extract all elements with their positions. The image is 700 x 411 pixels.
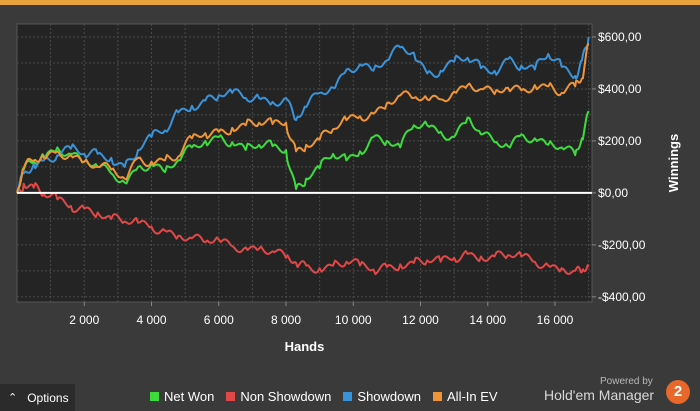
y-tick-label: -$400,00 — [598, 290, 646, 304]
powered-by-text: Powered by — [600, 376, 653, 387]
x-tick-label: 10 000 — [335, 313, 372, 327]
y-tick-label: $200,00 — [598, 134, 642, 148]
series-lines — [16, 36, 590, 276]
hm2-logo-icon: 2 — [666, 380, 690, 404]
x-tick-label: 14 000 — [469, 313, 506, 327]
legend-swatch — [343, 391, 353, 401]
series-line-all-in-ev — [16, 42, 590, 194]
legend-item-showdown[interactable]: Showdown — [343, 389, 421, 404]
legend-item-all-in-ev[interactable]: All-In EV — [433, 389, 498, 404]
legend-item-net-won[interactable]: Net Won — [150, 389, 214, 404]
chevron-up-icon: ⌃ — [8, 392, 18, 404]
x-tick-label: 16 000 — [537, 313, 574, 327]
y-tick-label: -$200,00 — [598, 238, 646, 252]
x-tick-label: 12 000 — [402, 313, 439, 327]
legend-swatch — [226, 391, 236, 401]
y-tick-label: $400,00 — [598, 82, 642, 96]
legend-label: Net Won — [164, 388, 215, 404]
y-axis-ticks: $600,00 $400,00 $200,00 $0,00 -$200,00 -$400,… — [592, 30, 646, 304]
series-line-net-won — [16, 110, 590, 194]
legend-swatch — [150, 391, 159, 401]
chart-legend: Net Won Non Showdown Showdown All-In EV — [150, 387, 510, 405]
x-tick-label: 8 000 — [271, 313, 301, 327]
powered-by-brand: Powered by Hold'em Manager 2 — [544, 376, 694, 408]
legend-label: Showdown — [357, 388, 422, 404]
x-axis-ticks: 2 000 4 000 6 000 8 000 10 000 12 000 14 000 16… — [69, 302, 574, 327]
series-line-showdown — [16, 36, 590, 194]
legend-label: All-In EV — [447, 388, 498, 404]
y-tick-label: $0,00 — [598, 186, 628, 200]
x-tick-label: 6 000 — [204, 313, 234, 327]
options-label: Options — [27, 390, 69, 405]
window-top-bar — [0, 0, 700, 5]
series-line-non-showdown — [16, 182, 590, 276]
x-axis-label: Hands — [285, 339, 325, 354]
legend-item-non-showdown[interactable]: Non Showdown — [226, 389, 331, 404]
x-tick-label: 4 000 — [136, 313, 166, 327]
brand-name: Hold'em Manager — [544, 387, 655, 403]
legend-label: Non Showdown — [240, 388, 332, 404]
y-tick-label: $600,00 — [598, 30, 642, 44]
options-button[interactable]: ⌃ Options — [0, 384, 75, 411]
legend-swatch — [433, 391, 443, 401]
x-tick-label: 2 000 — [69, 313, 99, 327]
y-axis-label: Winnings — [666, 134, 681, 192]
